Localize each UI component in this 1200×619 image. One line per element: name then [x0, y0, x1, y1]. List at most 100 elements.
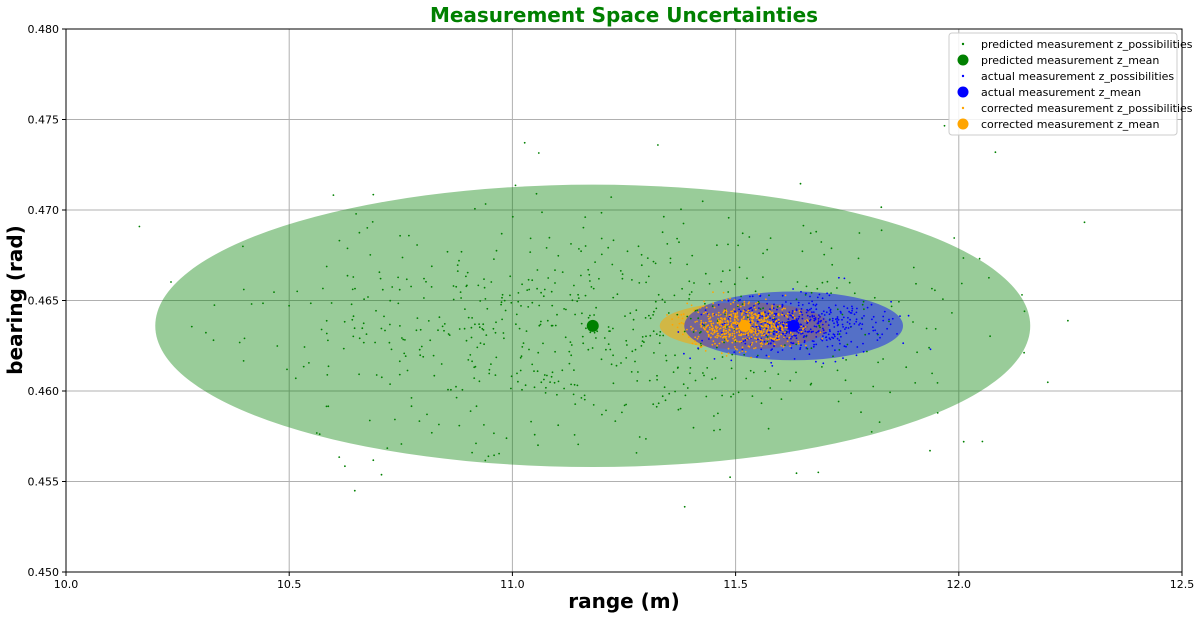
corrected-sample-point [694, 336, 697, 339]
actual-sample-point [881, 333, 884, 336]
predicted-sample-point [717, 412, 719, 415]
predicted-sample-point [614, 420, 617, 422]
corrected-sample-point [749, 328, 752, 331]
actual-sample-point [842, 326, 844, 328]
actual-sample-point [834, 304, 837, 307]
actual-sample-point [803, 340, 806, 342]
corrected-sample-point [703, 327, 706, 330]
legend-box [948, 32, 1178, 136]
predicted-sample-point [704, 272, 707, 275]
predicted-sample-point [706, 367, 709, 369]
corrected-sample-point [727, 347, 730, 350]
predicted-sample-point [327, 405, 330, 408]
predicted-sample-point [570, 383, 572, 386]
corrected-sample-point [797, 340, 800, 343]
actual-sample-point [835, 318, 837, 321]
predicted-sample-point [630, 371, 633, 373]
y-tick-label: 0.475 [28, 114, 60, 127]
predicted-sample-point [936, 382, 939, 384]
actual-sample-point [847, 316, 849, 319]
predicted-sample-point [830, 247, 833, 250]
actual-sample-point [879, 336, 881, 339]
predicted-sample-point [355, 213, 357, 215]
actual-sample-point [803, 335, 806, 337]
corrected-sample-point [703, 312, 705, 315]
predicted-sample-point [327, 339, 329, 342]
corrected-sample-point [721, 340, 724, 343]
legend-marker [957, 118, 969, 130]
predicted-sample-point [433, 374, 436, 377]
corrected-sample-point [741, 350, 744, 352]
predicted-sample-point [928, 346, 930, 349]
corrected-sample-point [775, 319, 778, 322]
actual-sample-point [788, 330, 791, 332]
actual-sample-point [788, 311, 791, 314]
predicted-sample-point [635, 309, 638, 312]
predicted-sample-point [683, 330, 686, 333]
predicted-sample-point [517, 300, 520, 303]
predicted-sample-point [471, 360, 473, 363]
corrected-sample-point [741, 312, 743, 315]
actual-sample-point [733, 351, 736, 353]
actual-sample-point [882, 319, 885, 322]
corrected-sample-point [708, 326, 711, 329]
predicted-sample-point [563, 387, 565, 390]
corrected-sample-point [747, 309, 749, 312]
predicted-sample-point [554, 324, 557, 327]
x-tick-label: 10.0 [54, 578, 79, 591]
corrected-sample-point [707, 313, 710, 315]
predicted-sample-point [556, 393, 558, 396]
corrected-sample-point [760, 334, 763, 337]
predicted-sample-point [554, 350, 556, 353]
corrected-sample-point [770, 322, 772, 325]
predicted-sample-point [447, 333, 450, 335]
predicted-sample-point [981, 440, 984, 443]
actual-sample-point [727, 299, 730, 302]
predicted-sample-point [516, 372, 518, 375]
actual-sample-point [742, 340, 745, 343]
predicted-sample-point [390, 348, 393, 351]
predicted-sample-point [587, 268, 590, 271]
predicted-sample-point [590, 286, 593, 288]
predicted-sample-point [276, 345, 279, 347]
corrected-sample-point [729, 329, 731, 332]
predicted-sample-point [866, 350, 868, 353]
corrected-sample-point [778, 321, 781, 324]
predicted-sample-point [517, 380, 519, 383]
corrected-sample-point [755, 340, 758, 343]
predicted-sample-point [936, 412, 939, 414]
predicted-sample-point [914, 382, 917, 384]
predicted-sample-point [443, 323, 446, 325]
actual-sample-point [872, 329, 875, 332]
actual-sample-point [812, 311, 815, 313]
predicted-sample-point [836, 308, 839, 311]
predicted-sample-point [476, 346, 479, 349]
predicted-sample-point [585, 327, 587, 330]
corrected-sample-point [760, 318, 763, 321]
actual-sample-point [758, 307, 760, 309]
corrected-sample-point [715, 327, 718, 330]
predicted-sample-point [595, 306, 597, 309]
predicted-sample-point [493, 258, 495, 260]
actual-sample-point [868, 332, 870, 335]
predicted-sample-point [655, 405, 658, 408]
actual-sample-point [839, 330, 842, 332]
predicted-sample-point [665, 359, 668, 362]
corrected-sample-point [765, 337, 768, 340]
actual-sample-point [792, 342, 795, 345]
predicted-sample-point [528, 288, 531, 291]
predicted-sample-point [550, 375, 553, 378]
predicted-sample-point [730, 395, 732, 398]
predicted-sample-point [655, 333, 658, 335]
corrected-sample-point [718, 328, 721, 330]
predicted-sample-point [641, 340, 644, 342]
predicted-sample-point [563, 308, 565, 310]
predicted-sample-point [752, 371, 755, 374]
actual-sample-point [830, 311, 832, 314]
actual-sample-point [837, 323, 840, 326]
actual-sample-point [767, 312, 770, 315]
corrected-sample-point [770, 329, 772, 332]
actual-sample-point [860, 328, 863, 330]
predicted-sample-point [882, 358, 884, 360]
predicted-sample-point [383, 315, 385, 318]
